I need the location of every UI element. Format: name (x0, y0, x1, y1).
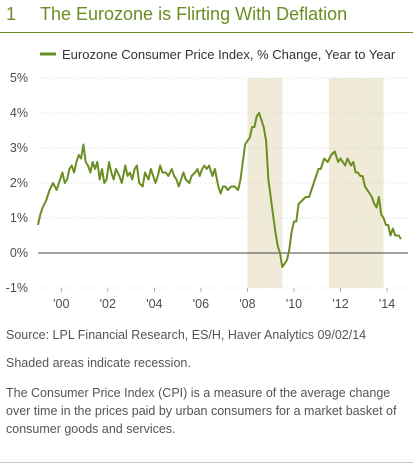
y-axis-labels: 5% 4% 3% 2% 1% 0% -1% (6, 71, 28, 295)
cpi-definition: The Consumer Price Index (CPI) is a meas… (6, 386, 397, 436)
y-tick-label: 4% (10, 106, 28, 120)
recession-band-1 (247, 78, 283, 288)
y-tick-label: 2% (10, 176, 28, 190)
y-tick-label: 5% (10, 71, 28, 85)
x-tick-label: '12 (332, 297, 348, 311)
title-divider (0, 32, 413, 33)
figure-title: The Eurozone is Flirting With Deflation (40, 4, 348, 24)
x-tick-label: '10 (286, 297, 302, 311)
cpi-line-chart: Eurozone Consumer Price Index, % Change,… (6, 47, 408, 311)
x-tick-label: '08 (239, 297, 255, 311)
x-tick-label: '14 (379, 297, 395, 311)
y-tick-label: 1% (10, 211, 28, 225)
shading-note: Shaded areas indicate recession. (6, 356, 191, 370)
figure-number: 1 (6, 4, 17, 24)
series-line-eurozone-cpi (37, 112, 402, 268)
y-tick-label: -1% (6, 281, 28, 295)
y-tick-label: 0% (10, 246, 28, 260)
source-note: Source: LPL Financial Research, ES/H, Ha… (6, 328, 367, 342)
x-axis-labels: '00 '02 '04 '06 '08 '10 '12 '14 (53, 288, 395, 311)
legend-label: Eurozone Consumer Price Index, % Change,… (62, 47, 396, 62)
x-tick-label: '04 (146, 297, 162, 311)
figure-header: 1 The Eurozone is Flirting With Deflatio… (0, 0, 413, 34)
x-tick-label: '06 (193, 297, 209, 311)
x-tick-label: '02 (100, 297, 116, 311)
y-tick-label: 3% (10, 141, 28, 155)
x-tick-label: '00 (53, 297, 69, 311)
chart-legend: Eurozone Consumer Price Index, % Change,… (40, 47, 396, 62)
bottom-divider (0, 462, 413, 463)
